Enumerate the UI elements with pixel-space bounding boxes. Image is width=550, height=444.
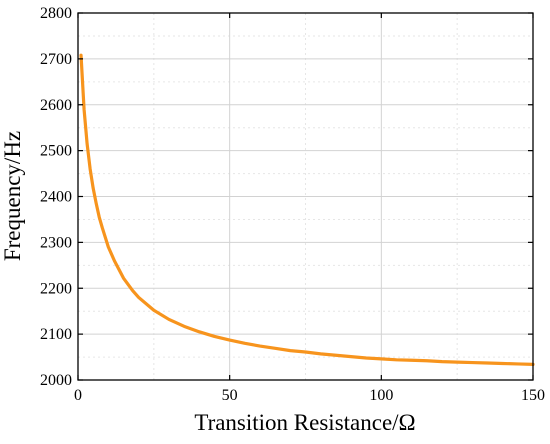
grid: [77, 12, 534, 381]
y-axis-title: Frequency/Hz: [0, 131, 25, 261]
y-tick-label: 2000: [40, 372, 72, 389]
x-tick-label: 50: [222, 387, 238, 404]
axis-ticks: [77, 12, 534, 381]
x-tick-label: 0: [74, 387, 82, 404]
y-tick-label: 2800: [40, 5, 72, 22]
x-tick-labels: 0 50 100 150: [74, 387, 545, 404]
y-tick-label: 2200: [40, 280, 72, 297]
x-tick-label: 150: [521, 387, 545, 404]
x-axis-title: Transition Resistance/Ω: [194, 410, 415, 435]
y-tick-label: 2400: [40, 189, 72, 206]
y-tick-label: 2300: [40, 234, 72, 251]
series-line: [79, 53, 535, 366]
series-layer: [79, 53, 535, 366]
y-tick-label: 2700: [40, 51, 72, 68]
y-tick-labels: 2000 2100 2200 2300 2400 2500 2600 2700 2800: [40, 5, 72, 389]
y-tick-label: 2500: [40, 143, 72, 160]
y-tick-label: 2600: [40, 97, 72, 114]
y-tick-label: 2100: [40, 326, 72, 343]
x-tick-label: 100: [369, 387, 393, 404]
